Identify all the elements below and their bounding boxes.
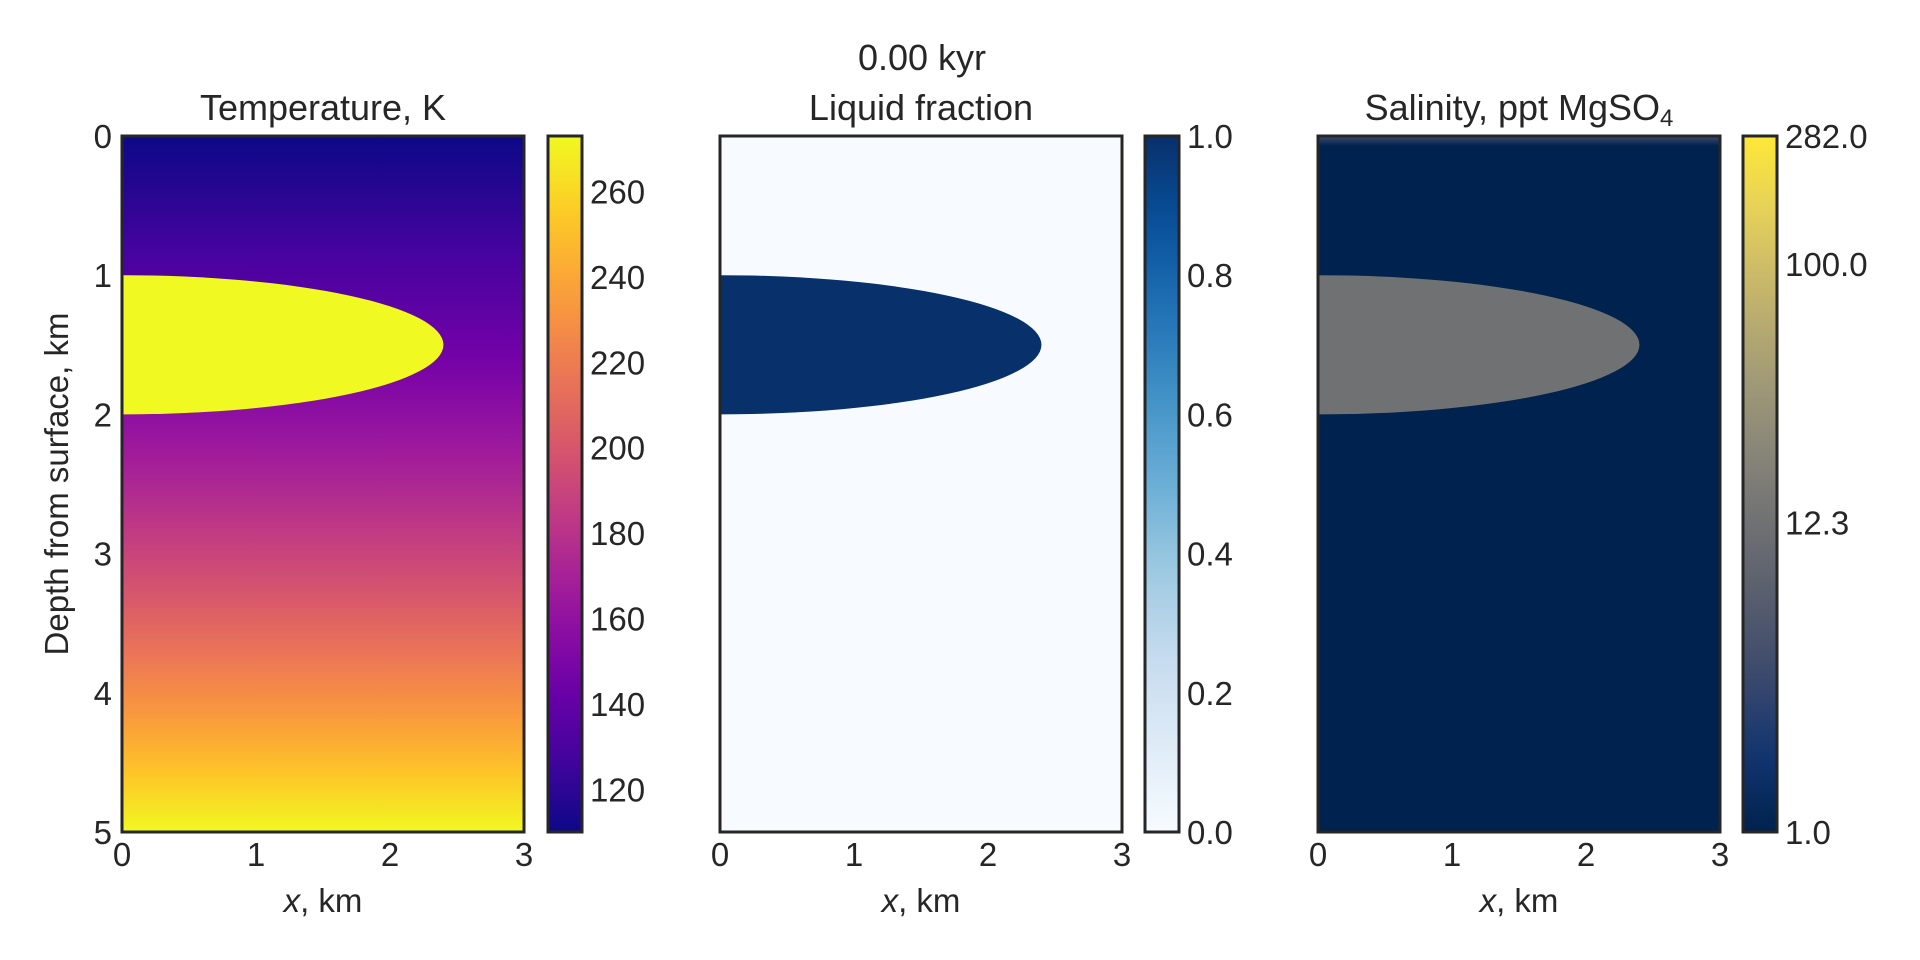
x-axis-label: x, km xyxy=(282,882,363,919)
x-tick-label: 1 xyxy=(1443,836,1461,873)
colorbar-tick-label: 220 xyxy=(590,344,645,381)
x-tick-label: 2 xyxy=(1577,836,1595,873)
colorbar-tick-label: 0.0 xyxy=(1187,814,1233,851)
colorbar-tick-label: 240 xyxy=(590,259,645,296)
x-tick-label: 1 xyxy=(247,836,265,873)
x-tick-label: 0 xyxy=(1309,836,1327,873)
field-background xyxy=(720,136,1122,832)
colorbar-tick-label: 0.4 xyxy=(1187,536,1233,573)
colorbar-gradient xyxy=(1145,136,1179,832)
y-axis-label: Depth from surface, km xyxy=(38,313,75,656)
x-axis-label: x, km xyxy=(880,882,961,919)
x-tick-label: 1 xyxy=(845,836,863,873)
panel-title: Salinity, ppt MgSO4 xyxy=(1365,87,1674,132)
panel-1: Temperature, K 0 1 2 3 x, km 0 1 2 3 4 5 Depth from … xyxy=(38,87,645,919)
x-tick-label: 2 xyxy=(381,836,399,873)
colorbar: 120 140 160 180 200 220 240 260 xyxy=(546,134,645,834)
colorbar-tick-label: 180 xyxy=(590,515,645,552)
colorbar-gradient xyxy=(548,136,582,832)
x-tick-label: 0 xyxy=(113,836,131,873)
colorbar-frame xyxy=(1741,134,1779,834)
x-tick-label: 2 xyxy=(979,836,997,873)
y-tick-label: 1 xyxy=(94,257,112,294)
colorbar-tick-label: 0.6 xyxy=(1187,396,1233,433)
field-background xyxy=(122,136,524,832)
colorbar-tick-label: 0.8 xyxy=(1187,257,1233,294)
y-tick-label: 0 xyxy=(94,118,112,155)
colorbar-tick-label: 200 xyxy=(590,430,645,467)
plot-frame xyxy=(1316,134,1722,834)
y-tick-label: 2 xyxy=(94,396,112,433)
panel-title: Liquid fraction xyxy=(809,87,1033,128)
plot-frame xyxy=(120,134,526,834)
colorbar-tick-label: 100.0 xyxy=(1785,246,1868,283)
colorbar-frame xyxy=(546,134,584,834)
x-tick-label: 3 xyxy=(1711,836,1729,873)
colorbar-tick-label: 140 xyxy=(590,686,645,723)
colorbar-tick-label: 260 xyxy=(590,174,645,211)
panel-3: Salinity, ppt MgSO4 0 1 2 3 x, km 1.0 12.3 100.0… xyxy=(1309,87,1868,919)
x-tick-label: 3 xyxy=(515,836,533,873)
sill-region xyxy=(720,275,1042,415)
plot-frame xyxy=(718,134,1124,834)
sill-region xyxy=(1318,275,1640,415)
colorbar-tick-label: 1.0 xyxy=(1785,814,1831,851)
x-tick-label: 0 xyxy=(711,836,729,873)
x-tick-label: 3 xyxy=(1113,836,1131,873)
colorbar: 1.0 12.3 100.0 282.0 xyxy=(1741,118,1868,851)
colorbar-tick-label: 12.3 xyxy=(1785,504,1849,541)
colorbar-tick-label: 120 xyxy=(590,771,645,808)
panel-title: Temperature, K xyxy=(200,87,446,128)
y-tick-label: 3 xyxy=(94,536,112,573)
colorbar-tick-label: 160 xyxy=(590,601,645,638)
figure-time-title: 0.00 kyr xyxy=(858,37,986,78)
panel-2: Liquid fraction 0 1 2 3 x, km 0.0 0.2 0.4 0.6 0.8 1… xyxy=(711,87,1233,919)
colorbar-tick-label: 0.2 xyxy=(1187,675,1233,712)
colorbar-gradient xyxy=(1743,136,1777,832)
y-tick-label: 4 xyxy=(94,675,112,712)
colorbar-tick-label: 282.0 xyxy=(1785,118,1868,155)
sill-region xyxy=(122,275,444,415)
y-tick-label: 5 xyxy=(94,814,112,851)
colorbar: 0.0 0.2 0.4 0.6 0.8 1.0 xyxy=(1143,118,1233,851)
x-axis-label: x, km xyxy=(1478,882,1559,919)
colorbar-tick-label: 1.0 xyxy=(1187,118,1233,155)
field-background xyxy=(1318,136,1720,832)
colorbar-frame xyxy=(1143,134,1181,834)
